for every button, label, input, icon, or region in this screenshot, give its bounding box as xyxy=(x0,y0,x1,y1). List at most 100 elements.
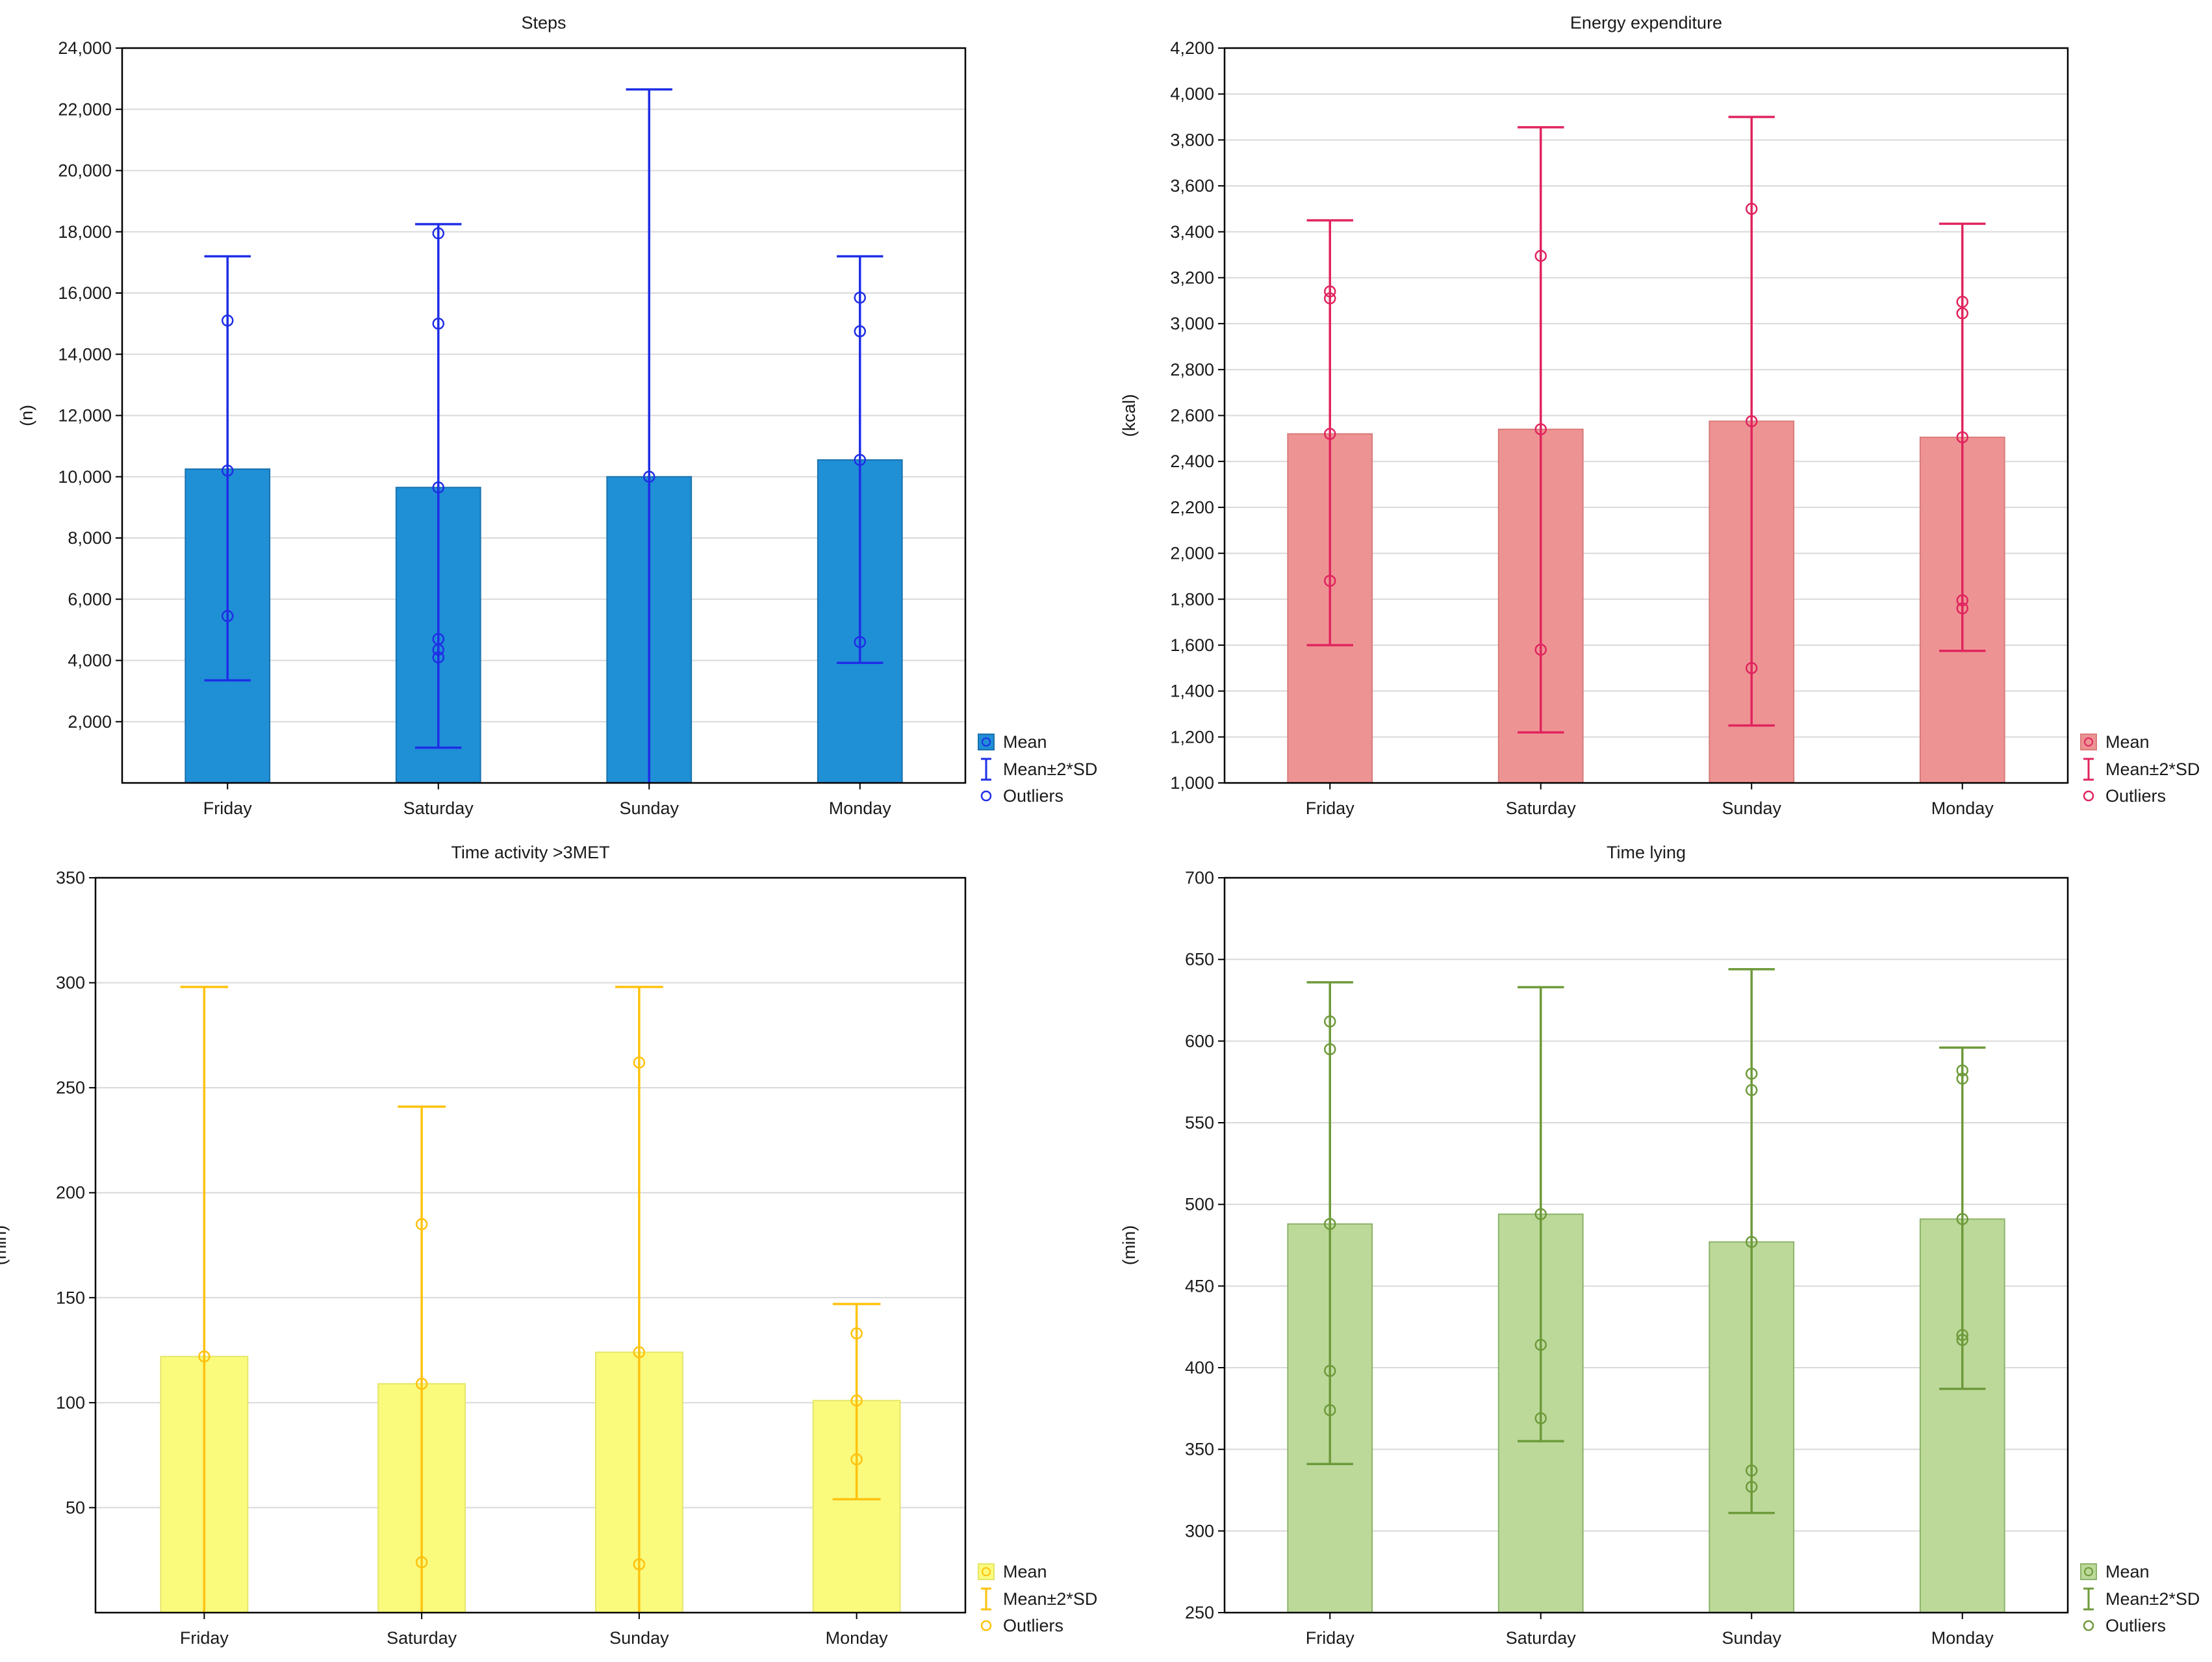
legend-label-mean: Mean xyxy=(1003,732,1047,752)
y-tick-label: 50 xyxy=(66,1498,85,1517)
x-tick-label: Monday xyxy=(1931,799,1994,818)
legend-label-outliers: Outliers xyxy=(2105,1616,2166,1635)
legend-mean-swatch xyxy=(978,1563,995,1580)
outlier-point xyxy=(854,635,866,648)
legend-mean-swatch xyxy=(2080,1563,2097,1580)
outlier-point xyxy=(850,1394,863,1407)
outlier-point xyxy=(854,454,866,467)
y-tick-label: 2,400 xyxy=(1170,452,1214,471)
outlier-point xyxy=(1324,1364,1336,1377)
y-axis-label: (n) xyxy=(17,405,36,426)
x-tick-label: Monday xyxy=(826,1628,889,1648)
outlier-point xyxy=(1956,1213,1968,1225)
y-tick-label: 2,000 xyxy=(1170,544,1214,563)
outlier-point xyxy=(222,314,234,327)
outlier-point xyxy=(1956,296,1968,308)
outlier-point xyxy=(850,1327,863,1340)
outlier-point xyxy=(1746,662,1758,674)
chart-title: Energy expenditure xyxy=(1570,13,1722,32)
legend-outlier-marker xyxy=(980,1620,992,1631)
x-tick-label: Sunday xyxy=(609,1628,669,1648)
y-axis-label: (min) xyxy=(1119,1225,1139,1266)
y-tick-label: 4,200 xyxy=(1170,38,1214,58)
y-tick-label: 450 xyxy=(1185,1276,1214,1296)
y-tick-label: 24,000 xyxy=(58,38,112,58)
y-tick-label: 250 xyxy=(56,1078,85,1097)
chart-title: Steps xyxy=(521,13,566,32)
y-tick-label: 350 xyxy=(56,868,85,888)
y-tick-label: 2,200 xyxy=(1170,498,1214,517)
y-tick-label: 8,000 xyxy=(68,528,112,548)
y-tick-label: 300 xyxy=(56,973,85,993)
y-tick-label: 150 xyxy=(56,1288,85,1307)
chart-panel-lying: 250 300 350 400 450 500 550 600 650 700 Friday Satu… xyxy=(1119,843,2200,1648)
legend: Mean Mean±2*SD Outliers xyxy=(978,1562,1097,1635)
outlier-point xyxy=(1324,574,1336,587)
outlier-point xyxy=(432,643,444,656)
outlier-point xyxy=(643,470,655,483)
y-axis-label: (kcal) xyxy=(1119,394,1139,437)
y-tick-label: 4,000 xyxy=(1170,84,1214,104)
plot-frame xyxy=(121,47,967,784)
x-tick-label: Saturday xyxy=(1506,1628,1577,1648)
legend-outlier-marker xyxy=(2083,790,2094,802)
outlier-point xyxy=(222,465,234,477)
y-tick-label: 3,800 xyxy=(1170,130,1214,149)
y-tick-label: 12,000 xyxy=(58,406,112,426)
y-tick-label: 400 xyxy=(1185,1358,1214,1377)
chart-panel-energy: 1,000 1,200 1,400 1,600 1,800 2,000 2,200 2,400… xyxy=(1119,13,2200,818)
outlier-point xyxy=(1956,431,1968,444)
legend-mean-marker xyxy=(2084,737,2093,747)
outlier-point xyxy=(854,325,866,338)
y-tick-label: 2,600 xyxy=(1170,406,1214,426)
outlier-point xyxy=(1746,1481,1758,1493)
y-tick-label: 16,000 xyxy=(58,283,112,303)
y-tick-label: 1,400 xyxy=(1170,682,1214,701)
outlier-point xyxy=(432,481,444,494)
outlier-point xyxy=(633,1056,646,1069)
legend-label-mean: Mean xyxy=(2105,1562,2150,1581)
outlier-point xyxy=(1324,292,1336,305)
outlier-point xyxy=(1534,249,1547,262)
legend-label-sd: Mean±2*SD xyxy=(2105,760,2200,779)
y-tick-label: 1,600 xyxy=(1170,635,1214,655)
x-tick-label: Friday xyxy=(1306,799,1355,818)
outlier-point xyxy=(1324,285,1336,298)
outlier-point xyxy=(415,1556,428,1568)
y-tick-label: 1,800 xyxy=(1170,589,1214,609)
outlier-point xyxy=(432,651,444,664)
y-tick-label: 3,000 xyxy=(1170,314,1214,333)
outlier-point xyxy=(1956,594,1968,607)
y-tick-label: 650 xyxy=(1185,950,1214,969)
outlier-point xyxy=(1956,1072,1968,1085)
legend-mean-marker xyxy=(982,737,991,747)
chart-panel-steps: 2,000 4,000 6,000 8,000 10,000 12,000 14,000 16… xyxy=(17,13,1097,818)
y-tick-label: 500 xyxy=(1185,1195,1214,1214)
legend-mean-swatch xyxy=(978,734,995,750)
x-tick-label: Friday xyxy=(203,799,253,818)
x-tick-label: Saturday xyxy=(1506,799,1577,818)
outlier-point xyxy=(222,609,234,622)
legend-outlier-marker xyxy=(2083,1620,2094,1631)
y-axis-label: (min) xyxy=(0,1225,10,1266)
outlier-point xyxy=(854,291,866,304)
y-tick-label: 3,200 xyxy=(1170,268,1214,287)
legend-label-mean: Mean xyxy=(2105,732,2150,752)
outlier-point xyxy=(1534,423,1547,435)
x-tick-label: Friday xyxy=(1306,1628,1355,1648)
y-tick-label: 20,000 xyxy=(58,161,112,181)
outlier-point xyxy=(850,1453,863,1466)
legend-label-outliers: Outliers xyxy=(2105,786,2166,806)
outlier-point xyxy=(1534,643,1547,656)
x-tick-label: Saturday xyxy=(403,799,474,818)
y-tick-label: 250 xyxy=(1185,1603,1214,1622)
y-tick-label: 6,000 xyxy=(68,589,112,609)
y-tick-label: 300 xyxy=(1185,1521,1214,1541)
y-tick-label: 350 xyxy=(1185,1440,1214,1459)
x-tick-label: Friday xyxy=(180,1628,229,1648)
legend-mean-swatch xyxy=(2080,734,2097,750)
outlier-point xyxy=(1324,1015,1336,1028)
outlier-point xyxy=(633,1558,646,1570)
y-tick-label: 2,000 xyxy=(68,712,112,732)
